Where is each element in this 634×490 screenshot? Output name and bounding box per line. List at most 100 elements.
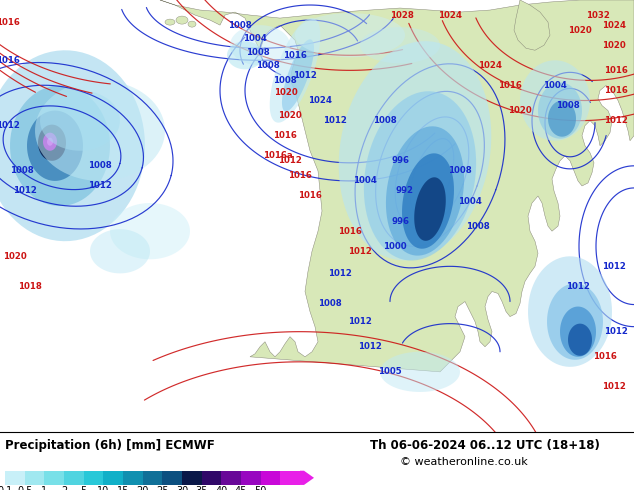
Text: 1024: 1024	[438, 11, 462, 20]
Text: 35: 35	[195, 487, 208, 490]
Polygon shape	[47, 138, 53, 146]
Polygon shape	[295, 13, 405, 57]
Text: 1016: 1016	[288, 172, 312, 180]
Polygon shape	[43, 133, 57, 151]
Text: 1012: 1012	[602, 383, 626, 392]
Text: 1008: 1008	[373, 116, 397, 125]
Ellipse shape	[188, 21, 196, 27]
Bar	[202, 471, 221, 485]
Text: 1012: 1012	[602, 262, 626, 271]
Text: 1005: 1005	[378, 368, 402, 376]
Text: 1016: 1016	[273, 131, 297, 140]
Text: 1016: 1016	[0, 56, 20, 65]
Text: 5: 5	[81, 487, 87, 490]
Text: 1012: 1012	[0, 121, 20, 130]
Polygon shape	[227, 41, 263, 70]
Text: 1020: 1020	[508, 106, 532, 115]
Text: 1004: 1004	[353, 176, 377, 185]
Bar	[84, 471, 103, 485]
Bar	[241, 471, 261, 485]
Ellipse shape	[176, 16, 188, 24]
Text: 1016: 1016	[283, 51, 307, 60]
Bar	[44, 471, 64, 485]
Text: 45: 45	[235, 487, 247, 490]
Polygon shape	[90, 229, 150, 273]
Polygon shape	[110, 203, 190, 259]
Text: 0.1: 0.1	[0, 487, 13, 490]
Text: 1016: 1016	[498, 81, 522, 90]
Text: 996: 996	[391, 156, 409, 165]
Text: 1020: 1020	[274, 88, 298, 97]
Polygon shape	[414, 177, 446, 241]
Text: 1008: 1008	[556, 101, 580, 110]
Text: © weatheronline.co.uk: © weatheronline.co.uk	[400, 457, 527, 466]
Text: 1020: 1020	[278, 111, 302, 120]
Text: 1016: 1016	[593, 352, 617, 361]
Polygon shape	[27, 111, 83, 181]
Polygon shape	[386, 126, 464, 256]
Text: 1008: 1008	[273, 76, 297, 85]
Polygon shape	[360, 27, 440, 63]
Bar	[25, 471, 44, 485]
Text: 1016: 1016	[604, 86, 628, 95]
Bar	[261, 471, 280, 485]
Polygon shape	[547, 283, 603, 360]
Text: Precipitation (6h) [mm] ECMWF: Precipitation (6h) [mm] ECMWF	[5, 439, 215, 452]
Text: 20: 20	[136, 487, 149, 490]
Text: 2: 2	[61, 487, 67, 490]
Polygon shape	[380, 352, 460, 392]
Text: 1016a: 1016a	[263, 151, 293, 160]
Polygon shape	[10, 85, 110, 206]
Text: 1018: 1018	[18, 282, 42, 291]
Text: 1008: 1008	[318, 299, 342, 308]
Polygon shape	[38, 124, 66, 161]
Text: Th 06-06-2024 06..12 UTC (18+18): Th 06-06-2024 06..12 UTC (18+18)	[370, 439, 600, 452]
Text: 1012: 1012	[293, 71, 317, 80]
Ellipse shape	[165, 19, 175, 25]
Polygon shape	[0, 50, 145, 241]
Text: 1000: 1000	[383, 242, 407, 251]
Text: 1: 1	[41, 487, 48, 490]
Text: 1032: 1032	[586, 11, 610, 20]
Polygon shape	[402, 153, 454, 249]
Polygon shape	[282, 39, 314, 111]
Text: 1028: 1028	[390, 11, 414, 20]
Polygon shape	[568, 323, 592, 356]
Text: 1008: 1008	[246, 48, 270, 57]
Text: 1016: 1016	[298, 192, 322, 200]
Text: 1012: 1012	[88, 181, 112, 191]
Bar	[162, 471, 182, 485]
Text: 0.5: 0.5	[17, 487, 32, 490]
Text: 1012: 1012	[323, 116, 347, 125]
Polygon shape	[520, 60, 590, 141]
Text: 1024: 1024	[478, 61, 502, 70]
Bar	[5, 471, 25, 485]
Polygon shape	[269, 18, 320, 122]
Bar	[182, 471, 202, 485]
Text: 1012: 1012	[566, 282, 590, 291]
Text: 1008: 1008	[448, 167, 472, 175]
Polygon shape	[538, 82, 582, 139]
Text: 1004: 1004	[458, 196, 482, 205]
Text: 1012: 1012	[13, 187, 37, 196]
Polygon shape	[160, 0, 634, 372]
Bar	[221, 471, 241, 485]
Text: 996: 996	[391, 217, 409, 225]
Polygon shape	[35, 80, 165, 181]
Text: 25: 25	[156, 487, 169, 490]
Text: 1012: 1012	[348, 247, 372, 256]
Text: 1008: 1008	[228, 21, 252, 29]
Polygon shape	[364, 91, 476, 261]
Text: 1024: 1024	[308, 96, 332, 105]
Text: 1012: 1012	[278, 156, 302, 165]
Polygon shape	[548, 100, 576, 137]
FancyArrow shape	[300, 471, 314, 485]
Text: 1008: 1008	[466, 221, 490, 231]
Bar	[123, 471, 143, 485]
Polygon shape	[528, 256, 612, 367]
Bar	[64, 471, 84, 485]
Text: 1012: 1012	[328, 269, 352, 278]
Polygon shape	[230, 25, 290, 65]
Text: 1012: 1012	[348, 317, 372, 326]
Text: 992: 992	[396, 187, 414, 196]
